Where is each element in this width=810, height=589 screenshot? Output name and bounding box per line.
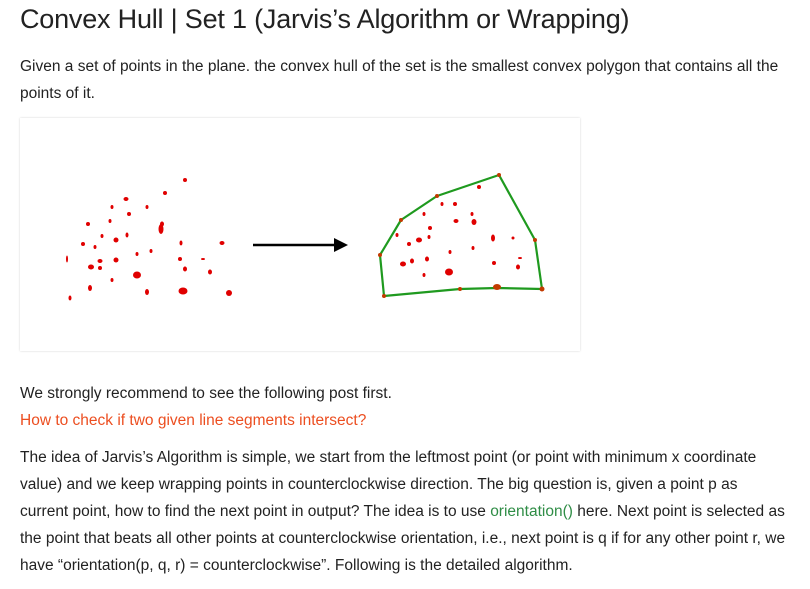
point (179, 240, 183, 246)
point (68, 295, 72, 301)
point (435, 194, 439, 198)
point (127, 212, 131, 216)
algorithm-description: The idea of Jarvis’s Algorithm is simple… (20, 444, 788, 579)
point (533, 238, 537, 242)
point-cloud-left (66, 178, 232, 301)
point (178, 257, 182, 261)
point (113, 237, 119, 243)
point (183, 266, 187, 272)
point (66, 255, 68, 263)
point (145, 289, 149, 295)
convex-hull-figure (20, 118, 580, 351)
point (158, 224, 164, 234)
point (100, 234, 104, 238)
convex-hull-polygon (378, 173, 544, 298)
point (93, 245, 97, 249)
point (163, 191, 167, 195)
point (458, 287, 462, 291)
point (183, 178, 187, 182)
point (518, 257, 522, 259)
point (425, 256, 429, 262)
point (178, 287, 188, 295)
point (470, 212, 474, 216)
orientation-link[interactable]: orientation() (490, 503, 573, 520)
point (422, 212, 426, 216)
recommend-text: We strongly recommend to see the followi… (20, 385, 392, 402)
arrow-icon (253, 238, 348, 252)
point (422, 273, 426, 277)
point (201, 258, 205, 260)
point (448, 250, 452, 254)
point (125, 232, 129, 238)
page-title: Convex Hull | Set 1 (Jarvis’s Algorithm … (20, 4, 630, 34)
point (516, 264, 520, 270)
point (445, 268, 453, 276)
point (477, 185, 481, 189)
point (208, 269, 212, 275)
point (88, 285, 92, 291)
recommend-link-block: How to check if two given line segments … (20, 407, 366, 434)
point (110, 278, 114, 282)
point (453, 202, 457, 206)
point (123, 197, 129, 201)
point (145, 205, 149, 209)
convex-hull-illustration (66, 173, 545, 301)
hull-vertices (378, 173, 545, 298)
intro-paragraph: Given a set of points in the plane. the … (20, 58, 779, 102)
algorithm-text-part1: The idea of Jarvis’s Algorithm is simple… (20, 449, 757, 520)
point (378, 253, 382, 257)
point (539, 286, 545, 292)
point-cloud-right (395, 185, 522, 277)
point (471, 219, 477, 225)
point (226, 290, 232, 296)
algorithm-text-part2: here. Next point is selected as the poin… (20, 503, 786, 574)
point (440, 202, 444, 206)
point (471, 246, 475, 250)
point (81, 242, 85, 246)
point (97, 259, 103, 263)
point (407, 242, 411, 246)
point (88, 264, 94, 270)
point (497, 173, 501, 177)
point (453, 219, 459, 223)
point (492, 261, 496, 265)
point (113, 257, 119, 263)
point (427, 235, 431, 239)
point (219, 241, 225, 245)
point (395, 233, 399, 237)
point (133, 271, 141, 279)
point (416, 237, 422, 243)
point (98, 266, 102, 270)
point (135, 252, 139, 256)
point (511, 236, 515, 240)
point (493, 284, 501, 290)
point (400, 261, 406, 267)
point (399, 218, 403, 222)
point (382, 294, 386, 298)
point (428, 226, 432, 230)
point (110, 205, 114, 209)
point (491, 234, 495, 242)
point (149, 249, 153, 253)
point (86, 222, 90, 226)
point (410, 258, 414, 264)
point (108, 219, 112, 223)
line-segments-intersect-link[interactable]: How to check if two given line segments … (20, 412, 367, 429)
